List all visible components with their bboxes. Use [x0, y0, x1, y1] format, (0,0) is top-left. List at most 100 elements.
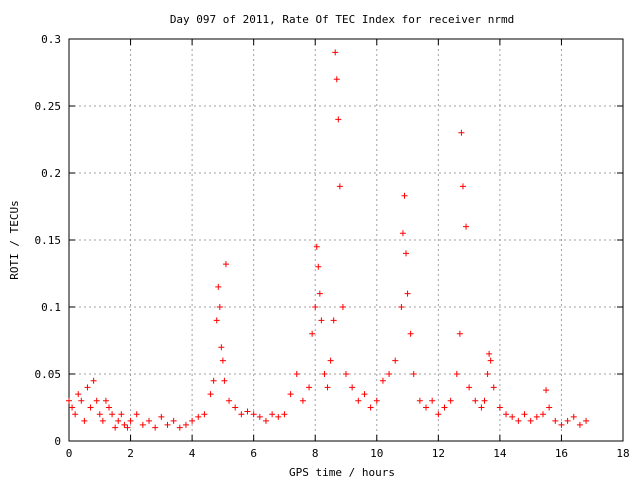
data-point	[527, 417, 534, 424]
data-point	[102, 397, 109, 404]
data-point	[509, 413, 516, 420]
data-point	[109, 411, 116, 418]
data-point	[219, 357, 226, 364]
data-point	[106, 404, 113, 411]
data-point	[189, 417, 196, 424]
data-point	[75, 391, 82, 398]
data-point	[570, 413, 577, 420]
data-point	[349, 384, 356, 391]
data-point	[238, 411, 245, 418]
data-point	[466, 384, 473, 391]
data-point	[195, 413, 202, 420]
data-point	[99, 417, 106, 424]
data-point	[324, 384, 331, 391]
data-points	[66, 49, 590, 431]
data-point	[399, 230, 406, 237]
y-tick-label: 0	[54, 435, 61, 448]
data-point	[312, 304, 319, 310]
data-point	[401, 192, 408, 199]
data-point	[441, 404, 448, 411]
data-point	[146, 417, 153, 424]
data-point	[213, 317, 220, 324]
data-point	[152, 424, 159, 431]
data-point	[262, 417, 269, 424]
data-point	[379, 377, 386, 384]
data-point	[176, 424, 183, 431]
data-point	[403, 250, 410, 257]
data-point	[315, 263, 322, 270]
data-point	[72, 411, 79, 418]
x-tick-label: 4	[189, 447, 196, 460]
data-point	[118, 411, 125, 418]
data-point	[269, 411, 276, 418]
data-point	[423, 404, 430, 411]
y-tick-label: 0.05	[35, 368, 62, 381]
data-point	[404, 290, 411, 297]
data-point	[456, 330, 463, 337]
data-point	[515, 417, 522, 424]
data-point	[215, 283, 222, 290]
data-point	[87, 404, 94, 411]
data-point	[486, 350, 493, 357]
data-point	[275, 413, 282, 420]
data-point	[481, 397, 488, 404]
data-point	[373, 397, 380, 404]
data-point	[293, 371, 300, 377]
data-point	[490, 384, 497, 391]
y-axis-label: ROTI / TECUs	[8, 200, 21, 279]
data-point	[139, 421, 146, 428]
x-tick-label: 12	[432, 447, 445, 460]
data-point	[335, 116, 342, 123]
data-point	[339, 304, 346, 310]
data-point	[367, 404, 374, 411]
data-point	[552, 417, 559, 424]
data-point	[112, 424, 119, 431]
x-tick-label: 2	[127, 447, 134, 460]
data-point	[84, 384, 91, 391]
data-point	[333, 76, 340, 83]
data-point	[459, 183, 466, 190]
data-point	[336, 183, 343, 190]
data-point	[158, 413, 165, 420]
data-point	[221, 377, 228, 384]
data-point	[313, 243, 320, 250]
x-tick-label: 16	[555, 447, 568, 460]
data-point	[170, 417, 177, 424]
x-tick-label: 0	[66, 447, 73, 460]
data-point	[407, 330, 414, 337]
data-point	[226, 397, 233, 404]
chart-title: Day 097 of 2011, Rate Of TEC Index for r…	[170, 13, 514, 26]
data-point	[327, 357, 334, 364]
data-point	[69, 404, 76, 411]
data-point	[447, 397, 454, 404]
data-point	[250, 411, 257, 418]
data-point	[539, 411, 546, 418]
data-point	[121, 421, 128, 428]
data-point	[564, 417, 571, 424]
data-point	[583, 417, 590, 424]
data-point	[222, 261, 229, 268]
data-point	[299, 397, 306, 404]
x-tick-label: 10	[370, 447, 383, 460]
data-point	[207, 391, 214, 398]
data-point	[458, 129, 465, 136]
data-point	[201, 411, 208, 418]
y-tick-label: 0.15	[35, 234, 62, 247]
x-axis-label: GPS time / hours	[289, 466, 395, 479]
x-tick-label: 14	[493, 447, 507, 460]
y-tick-label: 0.2	[41, 167, 61, 180]
data-point	[309, 330, 316, 337]
data-point	[343, 371, 349, 377]
data-point	[66, 397, 72, 404]
x-tick-label: 8	[312, 447, 319, 460]
data-point	[410, 371, 417, 377]
data-point	[93, 397, 100, 404]
data-point	[521, 411, 528, 418]
y-tick-label: 0.1	[41, 301, 61, 314]
data-point	[487, 357, 494, 364]
data-point	[318, 317, 325, 324]
data-point	[124, 424, 131, 431]
data-point	[216, 304, 223, 310]
data-point	[496, 404, 503, 411]
